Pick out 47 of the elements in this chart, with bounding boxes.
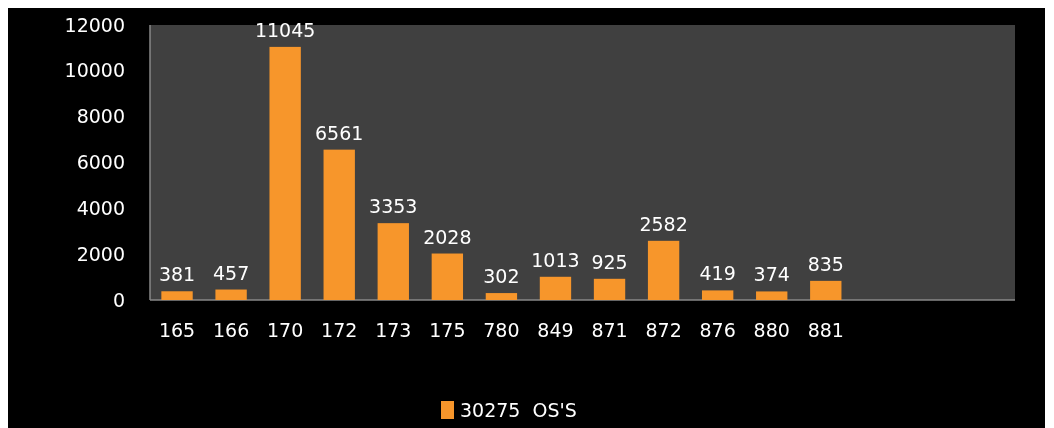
x-tick-label: 172 (321, 319, 358, 341)
bar (323, 149, 355, 300)
y-tick-label: 10000 (64, 59, 125, 82)
data-label: 925 (591, 250, 628, 273)
data-label: 2582 (639, 212, 688, 235)
x-tick-label: 880 (753, 319, 790, 341)
data-label: 11045 (254, 18, 316, 41)
x-tick-label: 872 (645, 319, 682, 341)
bar (539, 276, 572, 300)
bar (377, 223, 409, 300)
data-label: 6561 (315, 121, 364, 144)
data-label: 457 (212, 261, 250, 284)
x-tick-label: 170 (267, 319, 304, 341)
bar (269, 46, 301, 300)
data-label: 835 (807, 252, 844, 275)
x-tick-label: 881 (807, 319, 844, 341)
bar (647, 240, 680, 300)
bar (431, 253, 464, 300)
data-label: 374 (753, 263, 790, 286)
data-label: 1013 (531, 248, 580, 271)
data-label: 381 (158, 263, 196, 286)
data-label: 2028 (423, 225, 472, 248)
bar (810, 280, 842, 300)
x-tick-label: 173 (375, 319, 412, 341)
y-tick-label: 6000 (76, 151, 125, 174)
y-tick-label: 2000 (76, 242, 125, 265)
bar (701, 290, 734, 300)
x-tick-label: 780 (483, 319, 520, 341)
x-tick-label: 871 (591, 319, 628, 341)
y-tick-label: 8000 (76, 105, 125, 128)
x-tick-label: 165 (158, 319, 196, 341)
data-label: 419 (699, 262, 736, 285)
x-tick-label: 876 (699, 319, 736, 341)
bar (756, 291, 788, 300)
y-tick-label: 4000 (76, 196, 125, 219)
bar (593, 278, 626, 300)
y-tick-label: 12000 (64, 13, 125, 36)
legend-label: 30275 OS'S (460, 398, 577, 421)
x-tick-label: 849 (537, 319, 574, 341)
data-label: 3353 (369, 195, 418, 218)
x-tick-label: 175 (429, 319, 466, 341)
x-tick-label: 166 (212, 319, 250, 341)
y-tick-label: 0 (112, 288, 125, 311)
data-label: 302 (483, 265, 520, 288)
bar (485, 293, 518, 300)
bar (215, 289, 247, 300)
bar (161, 291, 193, 300)
